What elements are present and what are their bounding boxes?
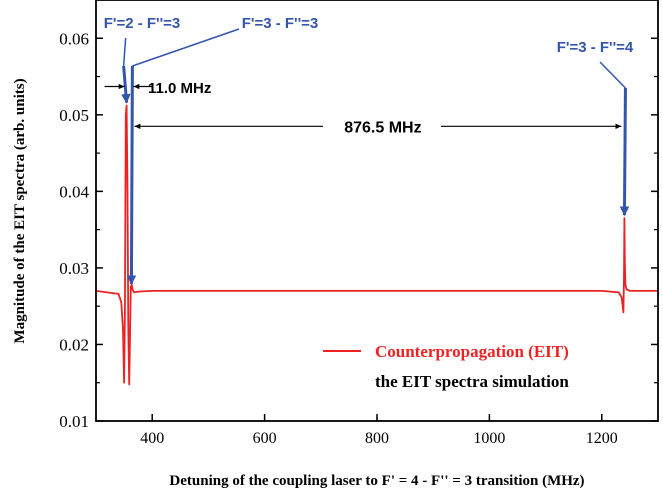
y-tick-label: 0.01 [59, 412, 89, 431]
peak-label-f2-f3: F'=2 - F''=3 [104, 15, 181, 32]
x-tick-label: 600 [253, 430, 277, 447]
y-axis-label: Magnitude of the EIT spectra (arb. units… [12, 78, 28, 343]
x-tick-label: 800 [365, 430, 389, 447]
x-axis-label: Detuning of the coupling laser to F' = 4… [169, 473, 584, 489]
x-tick-label: 400 [140, 430, 164, 447]
peak-arrow-f3-f4 [619, 87, 630, 217]
annotation-layer: F'=2 - F''=3 F'=3 - F''=3 F'=3 - F''=4 11.0… [104, 15, 634, 286]
y-tick-label: 0.03 [59, 259, 89, 278]
legend: Counterpropagation (EIT) the EIT spectra… [323, 342, 569, 391]
series-line-0 [95, 104, 658, 386]
y-tick-label: 0.05 [59, 106, 89, 125]
peak-leader-f3-f4 [599, 61, 626, 89]
y-tick-label: 0.06 [59, 29, 89, 48]
peak-label-f3-f4: F'=3 - F''=4 [557, 39, 634, 56]
legend-note: the EIT spectra simulation [375, 372, 569, 391]
peak-label-f3-f3: F'=3 - F''=3 [242, 15, 319, 32]
peak-leader-f3-f3 [132, 28, 240, 67]
spacing-876mhz-label: 876.5 MHz [344, 119, 421, 136]
peak-arrow-f2-f3 [121, 65, 131, 104]
y-tick-label: 0.04 [59, 182, 89, 201]
peak-leader-f2-f3 [122, 37, 127, 67]
y-axis-ticks: 0.01 0.02 0.03 0.04 0.05 0.06 [59, 29, 658, 431]
spacing-11mhz-label: 11.0 MHz [148, 80, 211, 97]
x-axis-ticks: 400 600 800 1000 1200 [140, 414, 618, 447]
legend-entry-counterpropagation: Counterpropagation (EIT) [375, 342, 569, 361]
peak-arrow-f3-f3 [126, 65, 137, 286]
y-tick-label: 0.02 [59, 335, 89, 354]
x-tick-label: 1000 [473, 430, 505, 447]
series-layer [95, 104, 658, 386]
x-tick-label: 1200 [586, 430, 618, 447]
